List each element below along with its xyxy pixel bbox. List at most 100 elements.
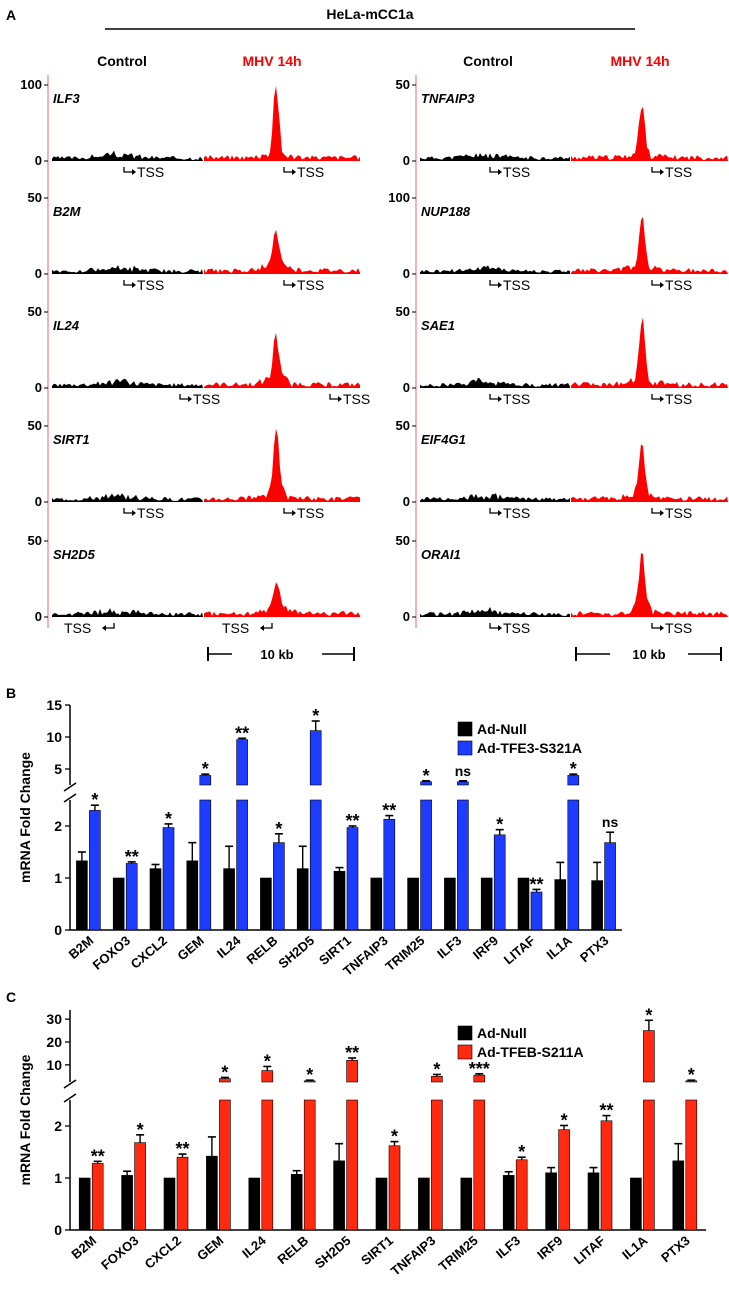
- bar-treated: [91, 1163, 104, 1231]
- tss-marker: TSS: [489, 164, 530, 180]
- bar-treated-lower: [261, 1099, 274, 1231]
- tss-marker: TSS: [651, 505, 692, 521]
- legend-swatch: [457, 1044, 473, 1060]
- significance-mark: ns: [455, 763, 472, 779]
- significance-mark: ns: [602, 814, 619, 830]
- bar-treated: [346, 827, 359, 931]
- track-ymax-label: 50: [28, 533, 42, 548]
- track-yzero-label: 0: [35, 609, 42, 624]
- bar-treated-lower: [303, 1099, 316, 1231]
- tss-label: TSS: [137, 505, 164, 521]
- bar-null: [223, 868, 235, 931]
- mhv-signal: [204, 229, 360, 274]
- track-nup188: 100 0 NUP188 TSS TSS: [388, 190, 728, 293]
- tss-label: TSS: [503, 620, 530, 636]
- x-tick-label: IL24: [214, 932, 244, 961]
- axis-break-mark: [63, 1093, 77, 1103]
- tss-marker: TSS: [489, 620, 530, 636]
- x-tick-label: SH2D5: [275, 933, 317, 971]
- significance-mark: *: [570, 759, 577, 779]
- bar-null: [76, 860, 88, 931]
- tss-label: TSS: [665, 391, 692, 407]
- bar-null: [112, 877, 125, 931]
- significance-mark: *: [137, 1120, 144, 1140]
- track-eif4g1: 50 0 EIF4G1 TSS TSS: [396, 418, 728, 521]
- track-gene-name: SAE1: [421, 318, 455, 333]
- significance-mark: *: [91, 790, 98, 810]
- bar-treated: [125, 863, 138, 931]
- tss-marker: TSS: [179, 391, 220, 407]
- bar-treated-upper: [643, 1030, 655, 1083]
- track-ilf3: 100 0 ILF3 TSS TSS: [20, 77, 360, 180]
- x-tick-label: FOXO3: [90, 933, 133, 973]
- tss-marker: TSS: [651, 620, 692, 636]
- x-tick-label: RELB: [274, 1233, 311, 1267]
- track-sh2d5: 50 0 SH2D5 TSS TSS: [28, 533, 360, 636]
- bar-treated-lower: [685, 1099, 698, 1231]
- tss-label: TSS: [665, 164, 692, 180]
- bar-treated-lower: [431, 1099, 443, 1231]
- significance-mark: *: [275, 819, 282, 839]
- track-ymax-label: 50: [28, 304, 42, 319]
- axis-break-mark: [63, 793, 77, 803]
- bar-treated-lower: [219, 1099, 231, 1231]
- tss-label: TSS: [503, 164, 530, 180]
- x-tick-label: IL24: [239, 1232, 269, 1261]
- track-tnfaip3: 50 0 TNFAIP3 TSS TSS: [396, 77, 728, 180]
- y-tick-label: 2: [54, 1118, 62, 1134]
- x-tick-label: PTX3: [658, 1233, 693, 1265]
- scale-bar-label-right: 10 kb: [632, 647, 665, 662]
- bar-treated-lower: [309, 799, 322, 931]
- bar-treated-lower: [567, 799, 580, 931]
- significance-mark: **: [529, 874, 543, 894]
- panel-c-letter: C: [6, 989, 16, 1005]
- bar-null: [672, 1160, 685, 1231]
- tss-label: TSS: [297, 505, 324, 521]
- bar-treated-lower: [236, 799, 248, 931]
- bar-treated: [176, 1156, 189, 1231]
- y-tick-label: 15: [46, 697, 62, 713]
- track-gene-name: EIF4G1: [421, 432, 466, 447]
- track-gene-name: ORAI1: [421, 547, 461, 562]
- x-tick-label: CXCL2: [142, 1233, 184, 1272]
- x-tick-label: IRF9: [534, 1233, 565, 1263]
- significance-mark: *: [423, 766, 430, 786]
- bar-null: [149, 868, 162, 931]
- significance-mark: *: [312, 706, 319, 726]
- bar-treated-lower: [420, 799, 432, 931]
- tss-marker: TSS: [489, 505, 530, 521]
- tss-label: TSS: [137, 277, 164, 293]
- significance-mark: ***: [469, 1059, 490, 1079]
- significance-mark: **: [91, 1146, 105, 1166]
- y-axis-label: mRNA Fold Change: [17, 1054, 33, 1185]
- control-signal: [420, 265, 570, 274]
- x-tick-label: GEM: [194, 1233, 226, 1264]
- tss-marker: TSS: [123, 505, 164, 521]
- y-tick-label: 20: [46, 1034, 62, 1050]
- track-yzero-label: 0: [35, 153, 42, 168]
- bar-null: [517, 877, 530, 931]
- significance-mark: *: [165, 809, 172, 829]
- x-tick-label: TNFAIP3: [388, 1233, 439, 1279]
- bar-treated-upper: [261, 1070, 274, 1083]
- col-header-control-right: Control: [463, 53, 513, 69]
- track-yzero-label: 0: [35, 266, 42, 281]
- tss-label: TSS: [222, 620, 249, 636]
- significance-mark: *: [202, 759, 209, 779]
- y-axis-label: mRNA Fold Change: [17, 752, 33, 883]
- tss-label: TSS: [64, 620, 91, 636]
- track-gene-name: NUP188: [421, 204, 471, 219]
- tss-label: TSS: [665, 277, 692, 293]
- x-tick-label: LITAF: [571, 1233, 608, 1268]
- track-ymax-label: 50: [396, 418, 410, 433]
- tss-label: TSS: [297, 164, 324, 180]
- control-signal: [420, 493, 570, 502]
- bar-null: [333, 870, 346, 931]
- bar-null: [163, 1177, 176, 1231]
- track-ymax-label: 50: [396, 533, 410, 548]
- bar-treated-lower: [473, 1099, 486, 1231]
- x-tick-label: B2M: [68, 1233, 99, 1262]
